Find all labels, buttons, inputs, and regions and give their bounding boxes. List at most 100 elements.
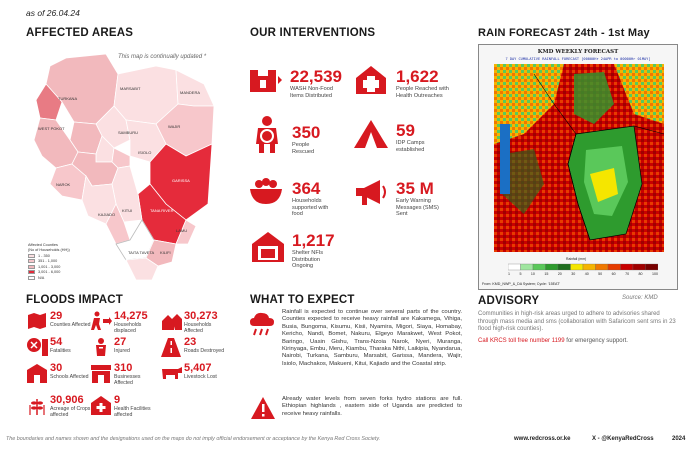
what-to-expect-title: WHAT TO EXPECT <box>250 294 355 306</box>
map-label-lamu: LAMU <box>176 228 188 233</box>
legend-swatch <box>28 253 35 258</box>
flood-stat-value: 14,275 <box>114 310 148 322</box>
school-icon <box>27 364 47 383</box>
rainfall-scale <box>508 263 658 271</box>
rainfall-scale-tick: 15 <box>544 272 549 276</box>
map-label-turkana: TURKANA <box>58 96 78 101</box>
legend-swatch <box>28 275 35 280</box>
flood-stat-value: 29 <box>50 310 63 322</box>
map-label-marsabit: MARSABIT <box>120 86 141 91</box>
footer-year: 2024 <box>672 436 686 442</box>
fatality-icon <box>27 338 48 356</box>
rainfall-scale-tick: 70 <box>625 272 630 276</box>
warning-icon <box>251 397 275 419</box>
rainfall-scale-tick: 100 <box>651 272 658 276</box>
legend-label: 1 - 350 <box>38 253 50 258</box>
displaced-icon <box>91 311 112 330</box>
map-label-mandera: MANDERA <box>180 90 201 95</box>
advisory-call: Call KRCS toll free number 1199 for emer… <box>478 338 688 344</box>
rainfall-scale-tick: 50 <box>598 272 603 276</box>
legend-item: 3,001 - 6,000 <box>28 270 80 274</box>
rainfall-scale-swatch <box>508 263 521 271</box>
map-icon <box>28 313 46 329</box>
intervention-2-value: 1,622 <box>396 67 439 86</box>
map-update-note: This map is continually updated * <box>118 54 207 60</box>
legend-swatch <box>28 259 35 263</box>
intervention-5-label: Households supported with food <box>292 198 329 217</box>
injured-icon <box>96 338 106 356</box>
flood-stat-value: 23 <box>184 336 197 348</box>
tent-icon <box>354 120 388 148</box>
rainfall-scale-tick: 10 <box>530 272 535 276</box>
report-date: as of 26.04.24 <box>26 8 80 18</box>
flood-stat-value: 9 <box>114 394 121 406</box>
rainfall-scale-tick: 40 <box>584 272 589 276</box>
legend-item: 351 - 1,000 <box>28 259 80 263</box>
rain-cloud-icon <box>250 312 274 336</box>
flood-stat-label: Health Facilities affected <box>114 406 151 418</box>
flood-stat-value: 54 <box>50 336 63 348</box>
flood-stat-label: Acreage of Crops affected <box>50 406 91 418</box>
map-label-tana-river: TANA RIVER <box>150 208 174 213</box>
rainfall-scale-tick: 60 <box>611 272 616 276</box>
rainfall-scale-tick: 5 <box>519 272 522 276</box>
county-kwale <box>125 257 159 281</box>
rainfall-scale-swatch <box>607 263 621 271</box>
map-label-samburu: SAMBURU <box>118 130 139 135</box>
expect-paragraph-rainfall: Rainfall is expected to continue over se… <box>282 309 462 367</box>
forecast-source-line: From: KMD_NWP_&_DA System; Cycle: '15EAT… <box>482 282 560 286</box>
rainfall-scale-swatch <box>557 263 571 271</box>
intervention-6-value: 35 M <box>396 179 434 198</box>
footer-social-handle[interactable]: X - @KenyaRedCross <box>592 436 654 442</box>
food-bowl-icon <box>250 178 282 204</box>
rainfall-scale-swatch <box>582 263 596 271</box>
map-label-kilifi: KILIFI <box>160 250 171 255</box>
tollfree-call-text: Call KRCS toll free number 1199 <box>478 338 565 344</box>
advisory-title: ADVISORY <box>478 295 540 307</box>
county-kilifi <box>145 239 177 267</box>
advisory-text: Communities in high-risk areas urged to … <box>478 311 676 333</box>
megaphone-icon <box>356 180 386 205</box>
map-label-kitui: KITUI <box>122 208 133 213</box>
health-cross-icon <box>356 66 386 94</box>
rainfall-scale-tick: 20 <box>557 272 562 276</box>
flood-stat-label: Households Affected <box>184 322 212 334</box>
flood-stat-value: 30 <box>50 362 63 374</box>
rainfall-scale-swatch <box>620 263 634 271</box>
map-label-garissa: GARISSA <box>172 178 190 183</box>
road-icon <box>161 338 181 357</box>
interventions-title: OUR INTERVENTIONS <box>250 27 376 39</box>
legend-item: 1 - 350 <box>28 253 80 258</box>
kenya-affected-map <box>33 53 215 281</box>
county-kajiado <box>81 174 117 225</box>
rainfall-scale-tick: 80 <box>638 272 643 276</box>
rainfall-scale-swatch <box>545 263 559 271</box>
footer-website-link[interactable]: www.redcross.or.ke <box>514 436 571 442</box>
shelter-icon <box>252 232 284 262</box>
legend-label: 3,001 - 6,000 <box>38 270 61 274</box>
county-mandera <box>175 69 215 107</box>
rainfall-scale-swatch <box>595 263 609 271</box>
rainfall-scale-label: Rainfall (mm) <box>566 257 587 261</box>
legend-swatch <box>28 264 35 269</box>
rainfall-scale-swatch <box>520 263 534 271</box>
flood-stat-value: 310 <box>114 362 133 374</box>
flood-stat-label: Livestock Lost <box>184 374 217 380</box>
map-label-west-pokot: WEST POKOT <box>38 126 65 131</box>
forecast-map-subtitle: 7 DAY CUMULATIVE RAINFALL FORECAST [0000… <box>505 57 651 61</box>
rainfall-scale-swatch <box>645 263 658 271</box>
rainfall-scale-tick: 30 <box>571 272 576 276</box>
flood-stat-label: Businesses Affected <box>114 374 141 386</box>
legend-title: Affected Counties (No of Households (HH)… <box>28 243 70 252</box>
flood-stat-value: 5,407 <box>184 362 212 374</box>
cow-icon <box>162 367 182 379</box>
intervention-7-value: 1,217 <box>292 231 335 250</box>
flood-stat-label: Injured <box>114 348 130 354</box>
map-legend: Affected Counties (No of Households (HH)… <box>28 243 80 280</box>
intervention-7-label: Shelter NFIs Distribution Ongoing <box>292 250 324 269</box>
houses-icon <box>162 314 182 330</box>
legend-label: 351 - 1,000 <box>38 259 58 263</box>
legend-item: 1,001 - 3,000 <box>28 264 80 269</box>
crops-icon <box>29 399 45 415</box>
intervention-3-label: People Rescued <box>292 142 315 155</box>
